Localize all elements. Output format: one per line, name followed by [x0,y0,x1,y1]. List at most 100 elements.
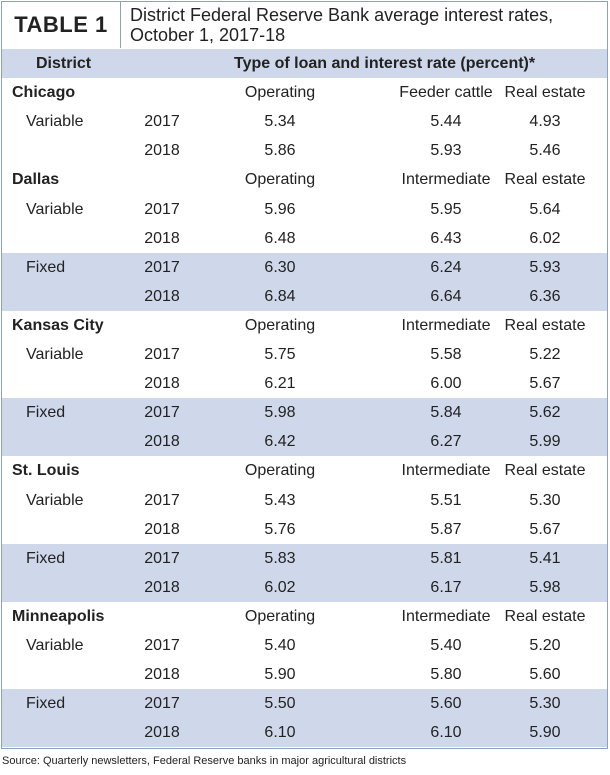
rate: 5.30 [529,695,561,713]
year: 2018 [144,520,180,538]
year: 2017 [144,637,180,654]
rate: 6.10 [430,724,462,742]
rate-row: Variable 2017 5.96 5.95 5.64 [2,195,607,224]
rate-row: 2018 5.86 5.93 5.46 [2,136,607,165]
year: 2018 [144,724,180,742]
rate: 6.64 [430,287,462,305]
rate-type: Variable [26,200,84,218]
column-header: Type of loan and interest rate (percent)… [234,55,536,72]
rate-type: Variable [26,113,84,131]
loan-type: Intermediate [401,171,491,189]
rate-row: Fixed 2017 5.83 5.81 5.41 [2,543,607,573]
loan-type: Operating [244,316,316,334]
rate: 6.21 [264,375,296,393]
rate: 5.41 [529,549,561,567]
rate: 6.02 [264,578,296,596]
rate: 5.93 [430,142,462,160]
rate-type: Fixed [26,549,66,567]
rate: 5.62 [529,404,561,422]
rate: 6.27 [430,433,462,451]
district-row: Chicago Operating Feeder cattle Real estate [2,78,607,107]
rate: 4.93 [529,113,561,131]
rate: 5.99 [529,433,561,451]
district-row: Minneapolis Operating Intermediate Real est… [2,602,607,631]
rate: 5.86 [264,142,296,160]
rate-type: Variable [26,637,84,654]
rate: 6.30 [264,258,296,276]
rate-row: 2018 6.10 6.10 5.90 [2,718,607,748]
rate: 5.44 [430,113,462,131]
rate-row: 2018 6.48 6.43 6.02 [2,224,607,253]
district-name: St. Louis [12,462,80,480]
year: 2017 [144,404,180,422]
rate: 5.93 [529,258,561,276]
rate-type: Fixed [26,695,66,713]
rate: 5.40 [264,637,296,654]
rate: 5.64 [529,200,561,218]
district-row: Dallas Operating Intermediate Real estate [2,165,607,194]
rate-row: Variable 2017 5.34 5.44 4.93 [2,107,607,136]
rate-row: Variable 2017 5.43 5.51 5.30 [2,486,607,515]
rate: 6.02 [529,229,561,247]
loan-type: Real estate [504,607,586,625]
table-frame: TABLE 1 District Federal Reserve Bank av… [1,1,608,749]
loan-type: Real estate [504,316,586,334]
rate: 5.96 [264,200,296,218]
rate-type: Fixed [26,258,66,276]
rate: 5.80 [430,666,462,684]
loan-type: Operating [244,607,316,625]
rate: 5.67 [529,520,561,538]
loan-type: Operating [244,171,316,189]
rate: 5.75 [264,346,296,363]
column-header: District [36,55,92,72]
rate: 5.67 [529,375,561,393]
district-row: Kansas City Operating Intermediate Real est… [2,311,607,340]
year: 2018 [144,142,180,160]
rate-row: Variable 2017 5.75 5.58 5.22 [2,340,607,369]
rate: 6.48 [264,229,296,247]
rate: 5.22 [529,346,561,363]
table-title: District Federal Reserve Bank average in… [130,5,554,45]
loan-type: Operating [244,84,316,102]
rate: 5.40 [430,637,462,654]
header-row: District Type of loan and interest rate (… [2,49,607,78]
loan-type: Real estate [504,171,586,189]
rate: 5.87 [430,520,462,538]
district-row: St. Louis Operating Intermediate Real estat… [2,456,607,485]
year: 2018 [144,433,180,451]
rate: 5.34 [264,113,296,131]
district-name: Chicago [12,84,76,102]
rate: 5.43 [264,491,296,509]
year: 2018 [144,375,180,393]
rate-type: Variable [26,491,84,509]
rate: 5.90 [264,666,296,684]
year: 2018 [144,666,180,684]
rate: 5.30 [529,491,561,509]
source-note: Source: Quarterly newsletters, Federal R… [2,755,407,767]
year: 2017 [144,200,180,218]
rate: 6.36 [529,287,561,305]
loan-type: Intermediate [401,316,491,334]
year: 2017 [144,549,180,567]
year: 2017 [144,695,180,713]
rate: 5.98 [529,578,561,596]
rate: 5.98 [264,404,296,422]
year: 2017 [144,491,180,509]
loan-type: Real estate [504,462,586,480]
rate: 5.46 [529,142,561,160]
rate: 5.95 [430,200,462,218]
rate: 6.00 [430,375,462,393]
rate-row: 2018 5.90 5.80 5.60 [2,660,607,689]
rate: 5.84 [430,404,462,422]
rate: 6.17 [430,578,462,596]
rate-type: Fixed [26,404,66,422]
rate-row: Variable 2017 5.40 5.40 5.20 [2,631,607,660]
rate-row: 2018 6.02 6.17 5.98 [2,572,607,602]
rate: 6.42 [264,433,296,451]
district-name: Minneapolis [12,607,105,625]
rate: 5.60 [529,666,561,684]
rate: 6.24 [430,258,462,276]
rate-row: Fixed 2017 5.50 5.60 5.30 [2,689,607,719]
year: 2017 [144,346,180,363]
rate: 6.43 [430,229,462,247]
